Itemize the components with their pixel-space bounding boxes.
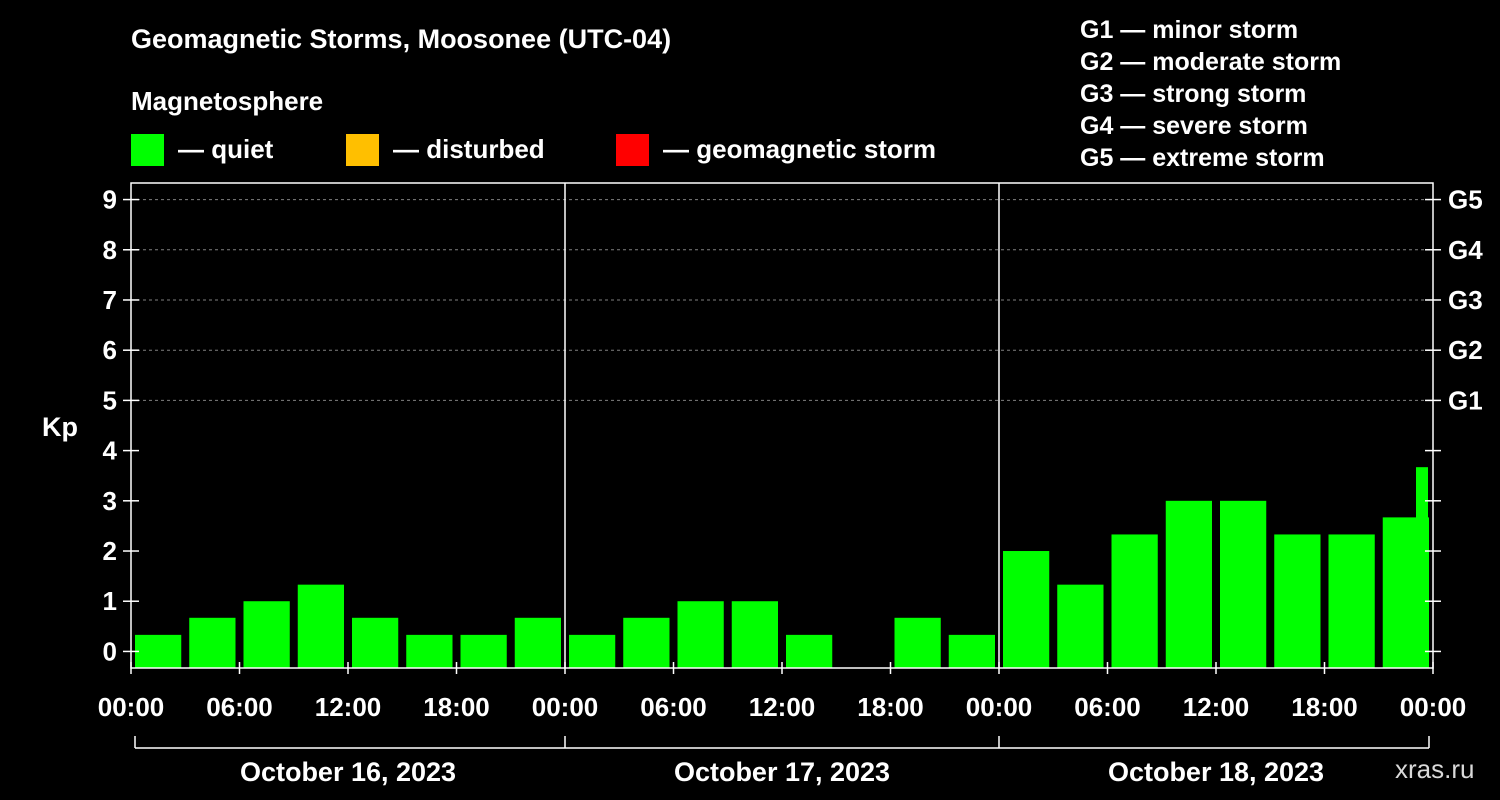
x-tick-label: 12:00 [749,692,816,722]
right-tick-label-g4: G4 [1448,235,1483,265]
x-tick-label: 18:00 [857,692,924,722]
kp-bar [514,617,561,668]
kp-bar [189,617,236,668]
right-tick-label-g2: G2 [1448,335,1483,365]
storm-scale-g4: G4 — severe storm [1080,112,1308,140]
x-tick-label: 00:00 [532,692,599,722]
y-tick-label: 7 [103,285,117,315]
kp-bar [352,617,399,668]
legend-swatch-disturbed [346,134,379,166]
day-label: October 18, 2023 [1108,757,1324,787]
kp-bar [786,634,833,668]
x-tick-label: 00:00 [966,692,1033,722]
legend-label-disturbed: — disturbed [393,134,545,164]
legend-label-storm: — geomagnetic storm [663,134,937,164]
kp-bar [243,601,290,668]
kp-bar [1220,500,1267,668]
kp-bar [135,634,182,668]
kp-bar [1057,584,1104,668]
legend-swatch-quiet [131,134,164,166]
x-tick-label: 12:00 [1183,692,1250,722]
y-tick-label: 9 [103,185,117,215]
storm-scale-g5: G5 — extreme storm [1080,144,1325,172]
right-tick-label-g1: G1 [1448,385,1483,415]
x-tick-label: 06:00 [640,692,707,722]
storm-scale-g2: G2 — moderate storm [1080,48,1342,76]
y-tick-label: 1 [103,586,117,616]
kp-bar [623,617,670,668]
kp-bar [1165,500,1212,668]
kp-bar [1111,534,1158,668]
x-tick-label: 18:00 [1291,692,1358,722]
kp-bar [677,601,724,668]
grid-layer [131,199,1433,401]
kp-bar [948,634,995,668]
y-tick-label: 6 [103,335,117,365]
right-tick-label-g3: G3 [1448,285,1483,315]
storm-scale-g1: G1 — minor storm [1080,16,1299,44]
day-label: October 16, 2023 [240,757,456,787]
day-label: October 17, 2023 [674,757,890,787]
axis-layer: 0 1 2 3 4 5 6 7 8 9 G1 G2 G3 G4 G5 00:00 06:00 12:00 18:00… [98,182,1483,787]
y-tick-label: 2 [103,536,117,566]
legend-label-quiet: — quiet [178,134,274,164]
y-tick-label: 8 [103,235,117,265]
kp-bar [1274,534,1321,668]
y-tick-label: 0 [103,636,117,666]
storm-scale-legend: G1 — minor storm G2 — moderate storm G3 … [1080,14,1341,174]
kp-bar [894,617,941,668]
kp-bar [569,634,616,668]
watermark: xras.ru [1395,754,1475,784]
kp-bar-partial [1416,467,1428,668]
x-tick-label: 00:00 [98,692,165,722]
x-tick-label: 18:00 [423,692,490,722]
kp-bar [1328,534,1375,668]
x-tick-label: 00:00 [1400,692,1467,722]
y-tick-label: 5 [103,385,117,415]
legend-swatch-storm [616,134,649,166]
y-tick-label: 4 [103,436,118,466]
chart-subtitle: Magnetosphere [131,86,324,116]
y-tick-label: 3 [103,486,117,516]
x-tick-label: 06:00 [206,692,273,722]
bar-layer [135,467,1429,668]
kp-bar [460,634,507,668]
x-tick-label: 06:00 [1074,692,1141,722]
storm-scale-g3: G3 — strong storm [1080,80,1307,108]
kp-bar [731,601,778,668]
chart-title: Geomagnetic Storms, Moosonee (UTC-04) [131,24,672,54]
kp-bar [406,634,453,668]
right-tick-label-g5: G5 [1448,185,1483,215]
kp-bar [1003,551,1050,668]
kp-bar [297,584,344,668]
y-axis-label: Kp [42,412,78,442]
x-tick-label: 12:00 [315,692,382,722]
